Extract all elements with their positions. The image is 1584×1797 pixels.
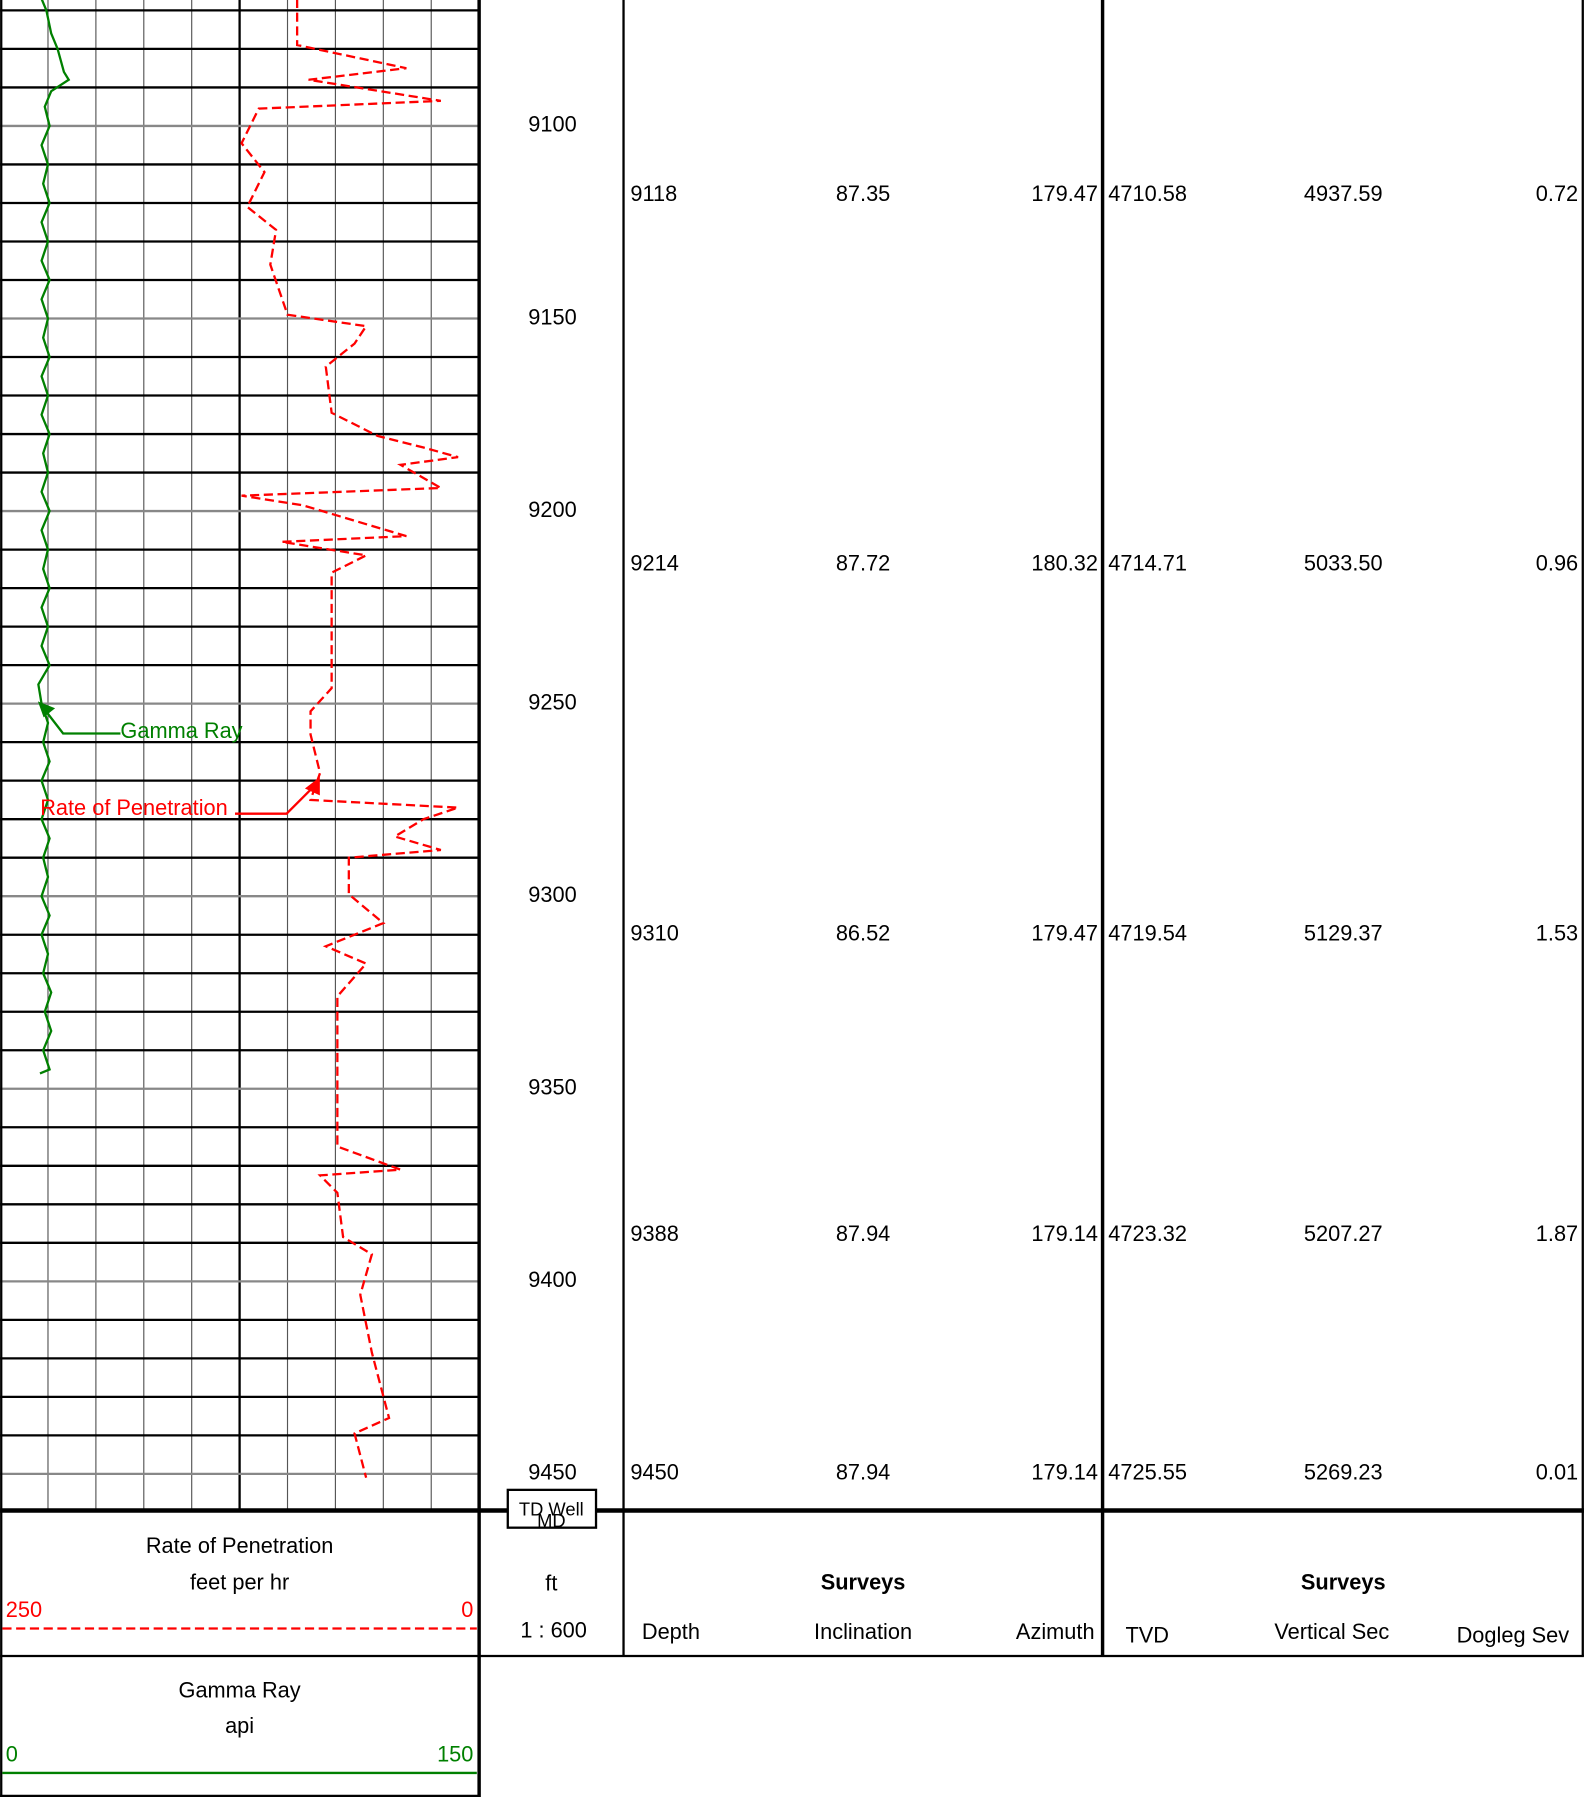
log-curve (240, 0, 459, 1479)
scale-left: 250 (6, 1597, 42, 1622)
survey-cell: 4714.71 (1108, 551, 1187, 576)
survey-cell: 9118 (630, 181, 677, 206)
track-grid (0, 0, 480, 1511)
scale-right: 0 (461, 1597, 473, 1622)
annotation-rop: Rate of Penetration (40, 777, 320, 820)
depth-tick-label: 9400 (528, 1267, 576, 1292)
survey-cell: 5129.37 (1304, 920, 1383, 945)
depth-tick-label: 9150 (528, 304, 576, 329)
depth-tick-label: 9200 (528, 497, 576, 522)
track-unit: api (225, 1713, 254, 1738)
survey-cell: 5207.27 (1304, 1221, 1383, 1246)
track-title: Gamma Ray (179, 1677, 301, 1702)
survey-cell: 9388 (630, 1221, 678, 1246)
survey-cell: 4937.59 (1304, 181, 1383, 206)
survey-cell: 0.96 (1536, 551, 1578, 576)
depth-tick-label: 9300 (528, 882, 576, 907)
depth-scale: 1 : 600 (520, 1618, 587, 1643)
depth-unit: ft (545, 1571, 557, 1596)
annotation-text: Rate of Penetration (40, 795, 228, 820)
depth-tick-label: 9100 (528, 112, 576, 137)
scale-right: 150 (437, 1741, 473, 1766)
scale-left: 0 (6, 1741, 18, 1766)
column-header: Vertical Sec (1274, 1619, 1389, 1644)
survey-cell: 179.14 (1031, 1460, 1098, 1485)
td-label: TD Well (519, 1498, 584, 1519)
survey-cell: 5033.50 (1304, 551, 1383, 576)
survey-cell: 87.35 (836, 181, 890, 206)
curves (37, 0, 459, 1479)
survey-cell: 0.72 (1536, 181, 1578, 206)
survey-cell: 86.52 (836, 920, 890, 945)
track-unit: feet per hr (190, 1570, 289, 1595)
depth-tick-label: 9350 (528, 1075, 576, 1100)
survey-cell: 0.01 (1536, 1460, 1578, 1485)
survey-cell: 179.47 (1031, 920, 1098, 945)
survey-cell: 87.94 (836, 1460, 890, 1485)
column-header: Depth (642, 1619, 700, 1644)
column-header: Dogleg Sev (1457, 1622, 1570, 1647)
survey-cell: 1.87 (1536, 1221, 1578, 1246)
survey-cell: 9450 (630, 1460, 678, 1485)
td-box (506, 1488, 598, 1529)
depth-label: MD (537, 1510, 566, 1531)
surveys-title: Surveys (821, 1570, 906, 1595)
survey-cell: 4719.54 (1108, 920, 1187, 945)
survey-table: Depth Inclination Azimuth TVD Vertical Sec Do… (630, 181, 1578, 1647)
survey-cell: 1.53 (1536, 920, 1578, 945)
survey-cell: 4710.58 (1108, 181, 1187, 206)
survey-cell: 180.32 (1031, 551, 1098, 576)
column-header: Inclination (814, 1619, 912, 1644)
surveys-title: Surveys (1301, 1570, 1386, 1595)
track-title: Rate of Penetration (146, 1533, 334, 1558)
survey-cell: 179.47 (1031, 181, 1098, 206)
survey-cell: 179.14 (1031, 1221, 1098, 1246)
log-curve (37, 0, 71, 1075)
survey-cell: 4723.32 (1108, 1221, 1187, 1246)
depth-tick-label: 9250 (528, 689, 576, 714)
survey-cell: 9310 (630, 920, 678, 945)
column-header: TVD (1125, 1622, 1169, 1647)
column-header: Azimuth (1016, 1619, 1095, 1644)
survey-cell: 87.94 (836, 1221, 890, 1246)
annotation-text: Gamma Ray (120, 718, 242, 743)
survey-cell: 4725.55 (1108, 1460, 1187, 1485)
survey-cell: 5269.23 (1304, 1460, 1383, 1485)
survey-cell: 9214 (630, 551, 678, 576)
annotation-gamma: Gamma Ray (37, 701, 243, 743)
depth-tick-label: 9450 (528, 1460, 576, 1485)
survey-cell: 87.72 (836, 551, 890, 576)
